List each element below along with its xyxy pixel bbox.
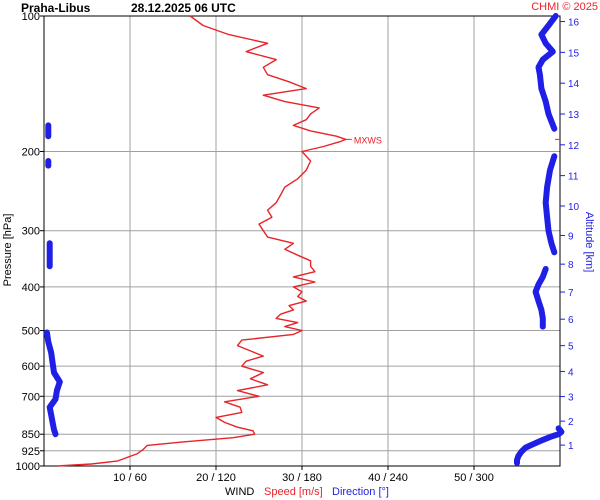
altitude-tick-label: 14 bbox=[568, 79, 580, 90]
direction-series-line bbox=[535, 13, 559, 132]
pressure-tick-label: 200 bbox=[22, 146, 40, 158]
direction-series-line bbox=[542, 153, 558, 256]
altitude-tick-label: 9 bbox=[568, 231, 574, 242]
altitude-tick-label: 10 bbox=[568, 202, 580, 213]
pressure-tick-label: 600 bbox=[22, 361, 40, 373]
altitude-tick-label: 12 bbox=[568, 141, 580, 152]
altitude-axis-title: Altitude [km] bbox=[583, 212, 595, 273]
pressure-tick-label: 500 bbox=[22, 326, 40, 338]
pressure-tick-label: 1000 bbox=[16, 461, 40, 473]
altitude-tick-label: 2 bbox=[568, 417, 574, 428]
altitude-tick-label: 13 bbox=[568, 110, 580, 121]
pressure-tick-label: 100 bbox=[22, 11, 40, 23]
direction-series-line bbox=[532, 266, 549, 330]
wind-tick-label: 30 / 180 bbox=[282, 472, 322, 484]
grid bbox=[44, 16, 560, 466]
datetime-title: 28.12.2025 06 UTC bbox=[131, 1, 236, 15]
altitude-tick-label: 6 bbox=[568, 315, 574, 326]
altitude-tick-label: 16 bbox=[568, 18, 580, 29]
x-axis-title-wind: WIND bbox=[225, 486, 254, 498]
pressure-tick-label: 850 bbox=[22, 429, 40, 441]
altitude-tick-label: 4 bbox=[568, 367, 574, 378]
altitude-tick-label: 15 bbox=[568, 48, 580, 59]
station-title: Praha-Libus bbox=[21, 1, 91, 15]
wind-tick-label: 10 / 60 bbox=[113, 472, 147, 484]
pressure-axis: 100 200 300 400 500 600 700 850 925 1000 bbox=[16, 11, 44, 473]
x-axis-title-direction: Direction [°] bbox=[332, 486, 389, 498]
pressure-tick-label: 925 bbox=[22, 446, 40, 458]
credit-label: CHMI © 2025 bbox=[531, 1, 598, 13]
pressure-tick-label: 700 bbox=[22, 391, 40, 403]
pressure-tick-label: 400 bbox=[22, 282, 40, 294]
wind-axis: 10 / 60 20 / 120 30 / 180 40 / 240 50 / 300 bbox=[113, 466, 494, 484]
x-axis-title-speed: Speed [m/s] bbox=[264, 486, 323, 498]
direction-series-line bbox=[514, 425, 565, 466]
wind-tick-label: 50 / 300 bbox=[454, 472, 494, 484]
series: MXWS bbox=[43, 13, 565, 467]
wind-tick-label: 40 / 240 bbox=[368, 472, 408, 484]
wind-tick-label: 20 / 120 bbox=[196, 472, 236, 484]
mxws-label: MXWS bbox=[354, 135, 382, 145]
altitude-tick-label: 5 bbox=[568, 342, 574, 353]
altitude-tick-label: 11 bbox=[568, 172, 579, 183]
pressure-tick-label: 300 bbox=[22, 226, 40, 238]
altitude-tick-label: 7 bbox=[568, 288, 574, 299]
altitude-tick-label: 1 bbox=[568, 441, 574, 452]
altitude-tick-label: 3 bbox=[568, 393, 574, 404]
direction-series-line bbox=[43, 329, 63, 438]
pressure-axis-title: Pressure [hPa] bbox=[2, 214, 14, 287]
altitude-tick-label: 8 bbox=[568, 260, 574, 271]
speed-series-line bbox=[56, 15, 347, 467]
